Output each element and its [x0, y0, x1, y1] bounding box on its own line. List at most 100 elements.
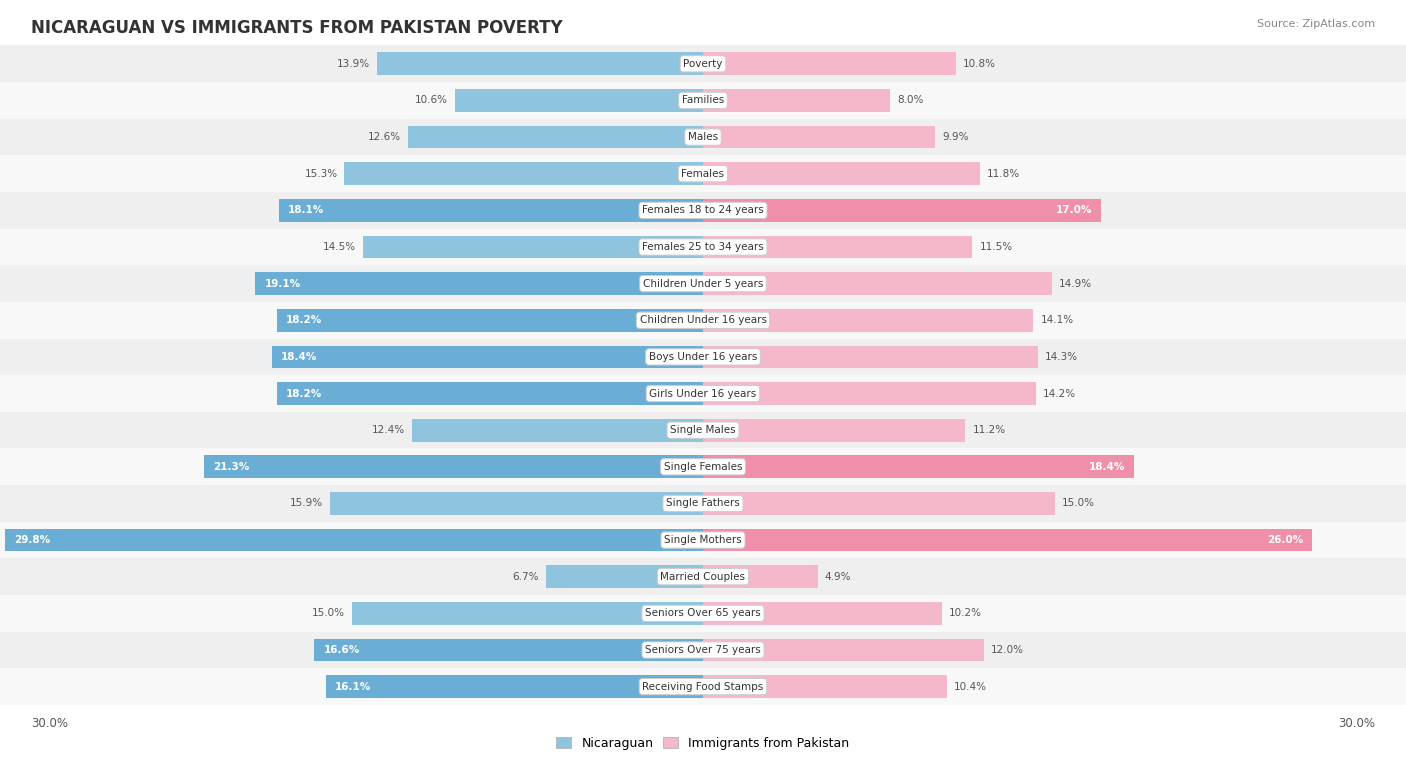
Bar	[703, 382, 1036, 405]
Bar	[0, 522, 1406, 559]
Text: Girls Under 16 years: Girls Under 16 years	[650, 389, 756, 399]
Bar	[277, 382, 703, 405]
Text: 21.3%: 21.3%	[214, 462, 249, 471]
Bar	[0, 559, 1406, 595]
Bar	[0, 119, 1406, 155]
Text: Boys Under 16 years: Boys Under 16 years	[648, 352, 758, 362]
Text: Source: ZipAtlas.com: Source: ZipAtlas.com	[1257, 19, 1375, 29]
Bar	[271, 346, 703, 368]
Text: Married Couples: Married Couples	[661, 572, 745, 581]
Bar	[412, 419, 703, 441]
Bar	[703, 565, 818, 588]
Text: Females 18 to 24 years: Females 18 to 24 years	[643, 205, 763, 215]
Bar	[278, 199, 703, 221]
Bar	[330, 492, 703, 515]
Text: 15.0%: 15.0%	[1062, 499, 1094, 509]
Bar	[277, 309, 703, 331]
Text: 8.0%: 8.0%	[897, 96, 924, 105]
Bar	[0, 265, 1406, 302]
Bar	[703, 456, 1135, 478]
Bar	[0, 485, 1406, 522]
Text: 11.5%: 11.5%	[980, 242, 1012, 252]
Bar	[703, 199, 1101, 221]
Bar	[0, 82, 1406, 119]
Text: 11.2%: 11.2%	[973, 425, 1005, 435]
Text: Receiving Food Stamps: Receiving Food Stamps	[643, 681, 763, 691]
Bar	[352, 602, 703, 625]
Bar	[0, 631, 1406, 669]
Text: Children Under 5 years: Children Under 5 years	[643, 279, 763, 289]
Text: Single Mothers: Single Mothers	[664, 535, 742, 545]
Bar	[204, 456, 703, 478]
Bar	[454, 89, 703, 111]
Text: 29.8%: 29.8%	[14, 535, 51, 545]
Bar	[0, 45, 1406, 82]
Text: 10.8%: 10.8%	[963, 59, 995, 69]
Bar	[363, 236, 703, 258]
Bar	[703, 236, 973, 258]
Bar	[703, 602, 942, 625]
Text: 17.0%: 17.0%	[1056, 205, 1092, 215]
Text: 14.2%: 14.2%	[1043, 389, 1076, 399]
Text: Families: Families	[682, 96, 724, 105]
Bar	[0, 375, 1406, 412]
Text: Seniors Over 75 years: Seniors Over 75 years	[645, 645, 761, 655]
Bar	[703, 162, 980, 185]
Bar	[0, 449, 1406, 485]
Bar	[0, 669, 1406, 705]
Bar	[703, 675, 946, 698]
Bar	[703, 89, 890, 111]
Text: 14.1%: 14.1%	[1040, 315, 1074, 325]
Text: 30.0%: 30.0%	[31, 717, 67, 731]
Bar	[0, 155, 1406, 192]
Text: 16.6%: 16.6%	[323, 645, 360, 655]
Bar	[703, 126, 935, 149]
Text: Children Under 16 years: Children Under 16 years	[640, 315, 766, 325]
Bar	[703, 346, 1038, 368]
Text: 18.4%: 18.4%	[281, 352, 318, 362]
Bar	[703, 272, 1052, 295]
Bar	[703, 639, 984, 661]
Bar	[4, 529, 703, 551]
Bar	[377, 52, 703, 75]
Text: 14.5%: 14.5%	[323, 242, 356, 252]
Text: Females 25 to 34 years: Females 25 to 34 years	[643, 242, 763, 252]
Bar	[0, 229, 1406, 265]
Text: Males: Males	[688, 132, 718, 142]
Text: 12.6%: 12.6%	[367, 132, 401, 142]
Text: 15.3%: 15.3%	[304, 169, 337, 179]
Text: 16.1%: 16.1%	[335, 681, 371, 691]
Text: 18.2%: 18.2%	[285, 315, 322, 325]
Bar	[0, 339, 1406, 375]
Bar	[344, 162, 703, 185]
Text: 12.0%: 12.0%	[991, 645, 1024, 655]
Bar	[408, 126, 703, 149]
Text: Poverty: Poverty	[683, 59, 723, 69]
Text: 12.4%: 12.4%	[373, 425, 405, 435]
Text: 26.0%: 26.0%	[1267, 535, 1303, 545]
Text: 18.2%: 18.2%	[285, 389, 322, 399]
Text: 4.9%: 4.9%	[825, 572, 852, 581]
Bar	[0, 302, 1406, 339]
Bar	[0, 412, 1406, 449]
Text: 10.2%: 10.2%	[949, 609, 981, 619]
Bar	[326, 675, 703, 698]
Text: 10.4%: 10.4%	[953, 681, 987, 691]
Bar	[256, 272, 703, 295]
Bar	[703, 309, 1033, 331]
Text: 15.9%: 15.9%	[290, 499, 323, 509]
Text: Single Fathers: Single Fathers	[666, 499, 740, 509]
Text: 15.0%: 15.0%	[312, 609, 344, 619]
Bar	[546, 565, 703, 588]
Text: Seniors Over 65 years: Seniors Over 65 years	[645, 609, 761, 619]
Text: Females: Females	[682, 169, 724, 179]
Bar	[703, 52, 956, 75]
Text: Single Males: Single Males	[671, 425, 735, 435]
Bar	[0, 595, 1406, 631]
Text: 19.1%: 19.1%	[264, 279, 301, 289]
Bar	[703, 492, 1054, 515]
Text: 10.6%: 10.6%	[415, 96, 447, 105]
Bar	[0, 192, 1406, 229]
Text: NICARAGUAN VS IMMIGRANTS FROM PAKISTAN POVERTY: NICARAGUAN VS IMMIGRANTS FROM PAKISTAN P…	[31, 19, 562, 37]
Bar	[703, 529, 1312, 551]
